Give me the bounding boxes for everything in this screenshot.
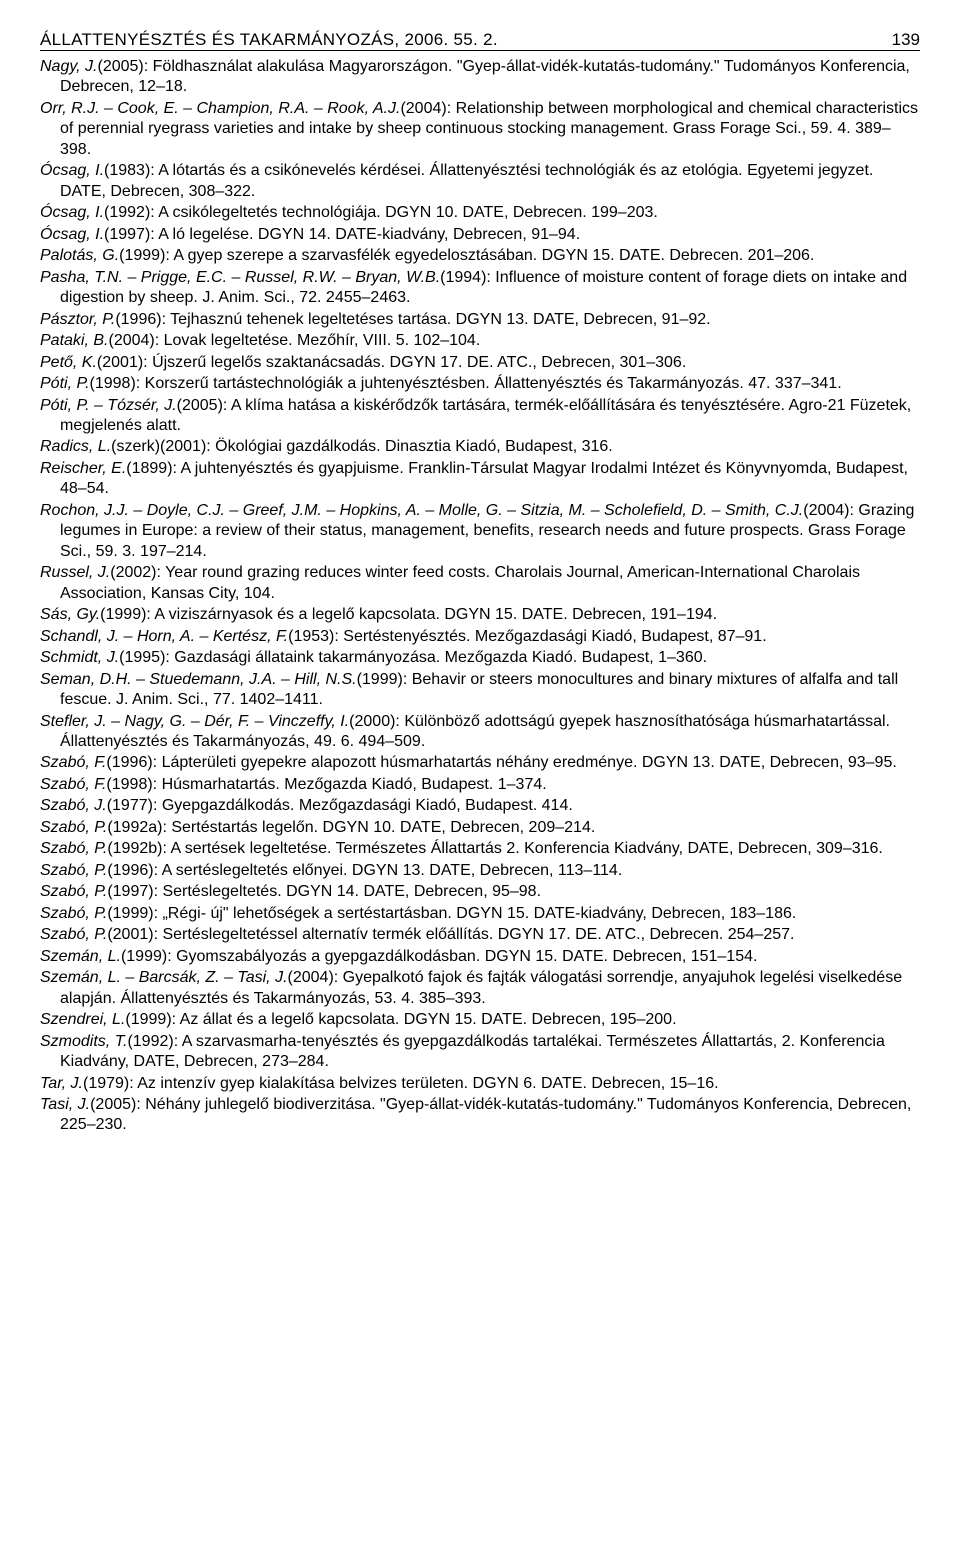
reference-entry: Szabó, P.(1997): Sertéslegeltetés. DGYN … [40,882,920,902]
running-header: ÁLLATTENYÉSZTÉS ÉS TAKARMÁNYOZÁS, 2006. … [40,30,920,51]
reference-entry: Radics, L.(szerk)(2001): Ökológiai gazdá… [40,437,920,457]
reference-entry: Szemán, L. – Barcsák, Z. – Tasi, J.(2004… [40,968,920,1009]
reference-entry: Szabó, J.(1977): Gyepgazdálkodás. Mezőga… [40,796,920,816]
reference-entry: Szabó, P.(1999): „Régi- új" lehetőségek … [40,904,920,924]
reference-entry: Nagy, J.(2005): Földhasználat alakulása … [40,57,920,98]
reference-entry: Tar, J.(1979): Az intenzív gyep kialakít… [40,1074,920,1094]
reference-entry: Szabó, P.(1992a): Sertéstartás legelőn. … [40,818,920,838]
reference-entry: Reischer, E.(1899): A juhtenyésztés és g… [40,459,920,500]
reference-entry: Ócsag, I.(1992): A csikólegeltetés techn… [40,203,920,223]
reference-entry: Schandl, J. – Horn, A. – Kertész, F.(195… [40,627,920,647]
reference-entry: Szmodits, T.(1992): A szarvasmarha-tenyé… [40,1032,920,1073]
reference-entry: Szabó, P.(1992b): A sertések legeltetése… [40,839,920,859]
reference-entry: Tasi, J.(2005): Néhány juhlegelő biodive… [40,1095,920,1136]
page-number: 139 [892,30,920,50]
reference-entry: Schmidt, J.(1995): Gazdasági állataink t… [40,648,920,668]
reference-entry: Palotás, G.(1999): A gyep szerepe a szar… [40,246,920,266]
reference-entry: Póti, P. – Tózsér, J.(2005): A klíma hat… [40,396,920,437]
reference-entry: Póti, P.(1998): Korszerű tartástechnológ… [40,374,920,394]
reference-entry: Szemán, L.(1999): Gyomszabályozás a gyep… [40,947,920,967]
reference-entry: Pataki, B.(2004): Lovak legeltetése. Mez… [40,331,920,351]
reference-entry: Sás, Gy.(1999): A viziszárnyasok és a le… [40,605,920,625]
reference-entry: Orr, R.J. – Cook, E. – Champion, R.A. – … [40,99,920,160]
reference-entry: Szabó, P.(2001): Sertéslegeltetéssel alt… [40,925,920,945]
reference-entry: Pásztor, P.(1996): Tejhasznú tehenek leg… [40,310,920,330]
reference-entry: Rochon, J.J. – Doyle, C.J. – Greef, J.M.… [40,501,920,562]
reference-entry: Seman, D.H. – Stuedemann, J.A. – Hill, N… [40,670,920,711]
reference-entry: Stefler, J. – Nagy, G. – Dér, F. – Vincz… [40,712,920,753]
reference-entry: Ócsag, I.(1983): A lótartás és a csikóne… [40,161,920,202]
reference-entry: Szabó, F.(1996): Lápterületi gyepekre al… [40,753,920,773]
reference-entry: Pasha, T.N. – Prigge, E.C. – Russel, R.W… [40,268,920,309]
reference-entry: Ócsag, I.(1997): A ló legelése. DGYN 14.… [40,225,920,245]
reference-entry: Szabó, F.(1998): Húsmarhatartás. Mezőgaz… [40,775,920,795]
reference-entry: Szendrei, L.(1999): Az állat és a legelő… [40,1010,920,1030]
journal-title: ÁLLATTENYÉSZTÉS ÉS TAKARMÁNYOZÁS, 2006. … [40,30,498,50]
reference-list: Nagy, J.(2005): Földhasználat alakulása … [40,57,920,1136]
reference-entry: Pető, K.(2001): Újszerű legelős szaktaná… [40,353,920,373]
reference-entry: Szabó, P.(1996): A sertéslegeltetés előn… [40,861,920,881]
reference-entry: Russel, J.(2002): Year round grazing red… [40,563,920,604]
